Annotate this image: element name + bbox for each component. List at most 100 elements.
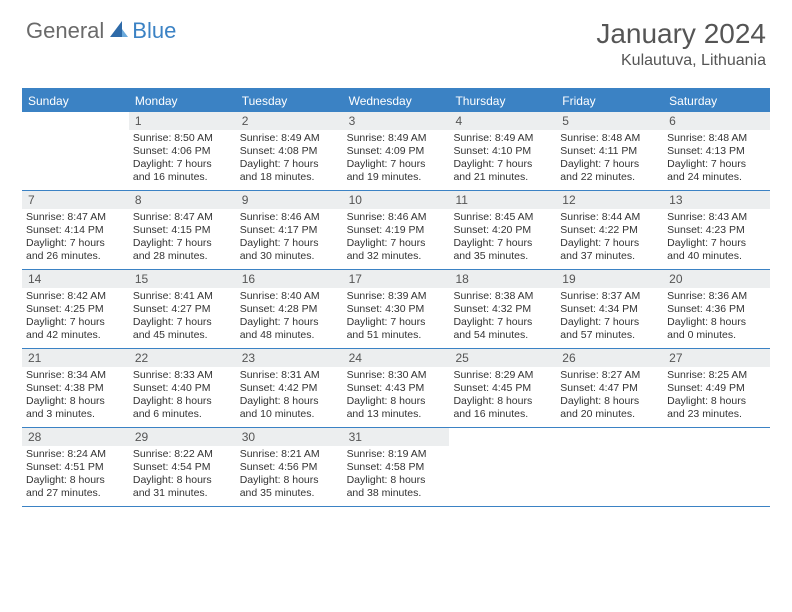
daylight-line: Daylight: 7 hours bbox=[556, 158, 663, 171]
sunrise-line: Sunrise: 8:48 AM bbox=[556, 132, 663, 145]
day-cell: 21Sunrise: 8:34 AMSunset: 4:38 PMDayligh… bbox=[22, 349, 129, 427]
daylight-line: and 31 minutes. bbox=[129, 487, 236, 500]
daylight-line: and 35 minutes. bbox=[236, 487, 343, 500]
sunset-line: Sunset: 4:54 PM bbox=[129, 461, 236, 474]
sunset-line: Sunset: 4:20 PM bbox=[449, 224, 556, 237]
daylight-line: and 32 minutes. bbox=[343, 250, 450, 263]
day-of-week-header: SundayMondayTuesdayWednesdayThursdayFrid… bbox=[22, 90, 770, 112]
day-cell: 14Sunrise: 8:42 AMSunset: 4:25 PMDayligh… bbox=[22, 270, 129, 348]
daylight-line: and 28 minutes. bbox=[129, 250, 236, 263]
title-block: January 2024 Kulautuva, Lithuania bbox=[596, 18, 766, 70]
sunset-line: Sunset: 4:36 PM bbox=[663, 303, 770, 316]
daylight-line: Daylight: 8 hours bbox=[236, 474, 343, 487]
day-cell: 27Sunrise: 8:25 AMSunset: 4:49 PMDayligh… bbox=[663, 349, 770, 427]
day-number: 30 bbox=[236, 428, 343, 446]
daylight-line: and 37 minutes. bbox=[556, 250, 663, 263]
day-number: 26 bbox=[556, 349, 663, 367]
day-number: 17 bbox=[343, 270, 450, 288]
daylight-line: Daylight: 7 hours bbox=[449, 316, 556, 329]
day-number: 7 bbox=[22, 191, 129, 209]
day-cell: 11Sunrise: 8:45 AMSunset: 4:20 PMDayligh… bbox=[449, 191, 556, 269]
daylight-line: Daylight: 7 hours bbox=[22, 237, 129, 250]
sunrise-line: Sunrise: 8:44 AM bbox=[556, 211, 663, 224]
dow-thursday: Thursday bbox=[449, 90, 556, 112]
dow-sunday: Sunday bbox=[22, 90, 129, 112]
logo: General Blue bbox=[26, 18, 176, 44]
sunset-line: Sunset: 4:58 PM bbox=[343, 461, 450, 474]
day-number: 20 bbox=[663, 270, 770, 288]
sunset-line: Sunset: 4:34 PM bbox=[556, 303, 663, 316]
daylight-line: Daylight: 7 hours bbox=[129, 316, 236, 329]
day-number: 25 bbox=[449, 349, 556, 367]
sunset-line: Sunset: 4:22 PM bbox=[556, 224, 663, 237]
day-cell: 8Sunrise: 8:47 AMSunset: 4:15 PMDaylight… bbox=[129, 191, 236, 269]
daylight-line: Daylight: 7 hours bbox=[343, 158, 450, 171]
day-number: 10 bbox=[343, 191, 450, 209]
day-cell: 24Sunrise: 8:30 AMSunset: 4:43 PMDayligh… bbox=[343, 349, 450, 427]
daylight-line: and 21 minutes. bbox=[449, 171, 556, 184]
sunrise-line: Sunrise: 8:45 AM bbox=[449, 211, 556, 224]
day-number: 19 bbox=[556, 270, 663, 288]
sunrise-line: Sunrise: 8:41 AM bbox=[129, 290, 236, 303]
daylight-line: Daylight: 7 hours bbox=[663, 237, 770, 250]
daylight-line: Daylight: 7 hours bbox=[449, 237, 556, 250]
day-number: 14 bbox=[22, 270, 129, 288]
daylight-line: and 27 minutes. bbox=[22, 487, 129, 500]
day-number: 29 bbox=[129, 428, 236, 446]
daylight-line: and 16 minutes. bbox=[449, 408, 556, 421]
sunrise-line: Sunrise: 8:48 AM bbox=[663, 132, 770, 145]
day-cell: 25Sunrise: 8:29 AMSunset: 4:45 PMDayligh… bbox=[449, 349, 556, 427]
daylight-line: and 19 minutes. bbox=[343, 171, 450, 184]
sunrise-line: Sunrise: 8:49 AM bbox=[236, 132, 343, 145]
day-number: 18 bbox=[449, 270, 556, 288]
sunset-line: Sunset: 4:23 PM bbox=[663, 224, 770, 237]
daylight-line: and 35 minutes. bbox=[449, 250, 556, 263]
daylight-line: Daylight: 7 hours bbox=[556, 316, 663, 329]
daylight-line: and 23 minutes. bbox=[663, 408, 770, 421]
daylight-line: Daylight: 7 hours bbox=[343, 237, 450, 250]
sunrise-line: Sunrise: 8:40 AM bbox=[236, 290, 343, 303]
sunrise-line: Sunrise: 8:39 AM bbox=[343, 290, 450, 303]
sunrise-line: Sunrise: 8:19 AM bbox=[343, 448, 450, 461]
daylight-line: and 54 minutes. bbox=[449, 329, 556, 342]
day-cell: 2Sunrise: 8:49 AMSunset: 4:08 PMDaylight… bbox=[236, 112, 343, 190]
daylight-line: Daylight: 8 hours bbox=[343, 395, 450, 408]
daylight-line: Daylight: 7 hours bbox=[343, 316, 450, 329]
sunrise-line: Sunrise: 8:49 AM bbox=[343, 132, 450, 145]
daylight-line: Daylight: 7 hours bbox=[22, 316, 129, 329]
day-cell: 28Sunrise: 8:24 AMSunset: 4:51 PMDayligh… bbox=[22, 428, 129, 506]
day-number: 13 bbox=[663, 191, 770, 209]
sunset-line: Sunset: 4:38 PM bbox=[22, 382, 129, 395]
day-cell: 29Sunrise: 8:22 AMSunset: 4:54 PMDayligh… bbox=[129, 428, 236, 506]
dow-monday: Monday bbox=[129, 90, 236, 112]
day-number: 12 bbox=[556, 191, 663, 209]
daylight-line: and 20 minutes. bbox=[556, 408, 663, 421]
daylight-line: and 10 minutes. bbox=[236, 408, 343, 421]
day-number: 1 bbox=[129, 112, 236, 130]
daylight-line: and 51 minutes. bbox=[343, 329, 450, 342]
week-row: 28Sunrise: 8:24 AMSunset: 4:51 PMDayligh… bbox=[22, 428, 770, 507]
sunset-line: Sunset: 4:10 PM bbox=[449, 145, 556, 158]
sunset-line: Sunset: 4:25 PM bbox=[22, 303, 129, 316]
day-number: 23 bbox=[236, 349, 343, 367]
daylight-line: and 48 minutes. bbox=[236, 329, 343, 342]
day-number: 21 bbox=[22, 349, 129, 367]
sunset-line: Sunset: 4:56 PM bbox=[236, 461, 343, 474]
daylight-line: and 26 minutes. bbox=[22, 250, 129, 263]
daylight-line: and 40 minutes. bbox=[663, 250, 770, 263]
calendar: SundayMondayTuesdayWednesdayThursdayFrid… bbox=[22, 88, 770, 507]
sunrise-line: Sunrise: 8:24 AM bbox=[22, 448, 129, 461]
week-row: .1Sunrise: 8:50 AMSunset: 4:06 PMDayligh… bbox=[22, 112, 770, 191]
daylight-line: and 3 minutes. bbox=[22, 408, 129, 421]
day-cell: 1Sunrise: 8:50 AMSunset: 4:06 PMDaylight… bbox=[129, 112, 236, 190]
daylight-line: Daylight: 8 hours bbox=[663, 316, 770, 329]
sunrise-line: Sunrise: 8:50 AM bbox=[129, 132, 236, 145]
sunset-line: Sunset: 4:15 PM bbox=[129, 224, 236, 237]
day-cell: . bbox=[663, 428, 770, 506]
day-number: 5 bbox=[556, 112, 663, 130]
daylight-line: and 6 minutes. bbox=[129, 408, 236, 421]
daylight-line: Daylight: 7 hours bbox=[236, 158, 343, 171]
daylight-line: Daylight: 8 hours bbox=[129, 474, 236, 487]
daylight-line: Daylight: 8 hours bbox=[129, 395, 236, 408]
location: Kulautuva, Lithuania bbox=[596, 52, 766, 70]
